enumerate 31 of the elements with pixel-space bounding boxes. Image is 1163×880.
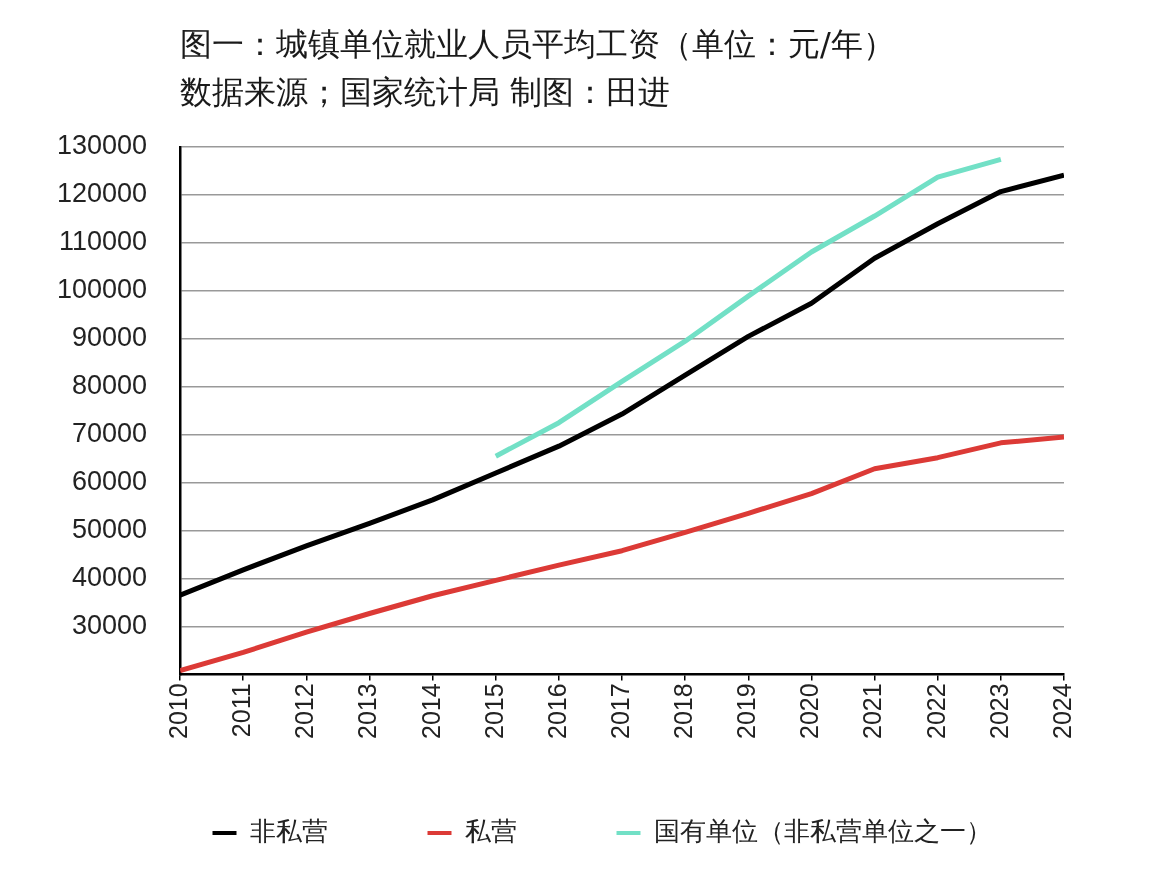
- legend-label: 私营: [464, 815, 517, 846]
- chart-title: 图一：城镇单位就业人员平均工资（单位：元/年）: [180, 25, 895, 64]
- source-note: 数据来源；国家统计局 制图：田进: [180, 73, 671, 112]
- y-tick-label: 40000: [72, 561, 148, 592]
- y-tick-label: 80000: [72, 370, 148, 401]
- y-tick-label: 110000: [59, 226, 148, 257]
- y-tick-label: 30000: [72, 609, 148, 640]
- y-tick-label: 70000: [72, 418, 148, 449]
- x-tick-label: 2012: [290, 683, 319, 740]
- x-tick-label: 2014: [416, 683, 445, 740]
- y-tick-label: 120000: [56, 178, 148, 209]
- y-tick-label: 90000: [72, 322, 148, 353]
- y-tick-label: 60000: [72, 466, 148, 497]
- x-tick-label: 2010: [163, 683, 192, 740]
- y-tick-label: 100000: [56, 274, 148, 305]
- y-tick-label: 50000: [72, 514, 148, 545]
- x-tick-label: 2022: [921, 683, 950, 740]
- x-tick-label: 2019: [732, 683, 761, 740]
- x-tick-label: 2018: [669, 683, 698, 740]
- x-tick-label: 2020: [795, 683, 824, 740]
- x-tick-label: 2013: [353, 683, 382, 740]
- x-tick-label: 2024: [1047, 683, 1076, 740]
- y-tick-label: 130000: [56, 130, 148, 161]
- x-tick-label: 2011: [227, 683, 256, 738]
- x-tick-label: 2016: [542, 683, 571, 740]
- legend-label: 国有单位（非私营单位之一）: [653, 815, 992, 846]
- x-tick-label: 2017: [605, 683, 634, 740]
- x-tick-label: 2015: [479, 683, 508, 740]
- x-tick-label: 2023: [984, 683, 1013, 740]
- x-tick-label: 2021: [858, 683, 887, 740]
- legend-label: 非私营: [249, 815, 328, 846]
